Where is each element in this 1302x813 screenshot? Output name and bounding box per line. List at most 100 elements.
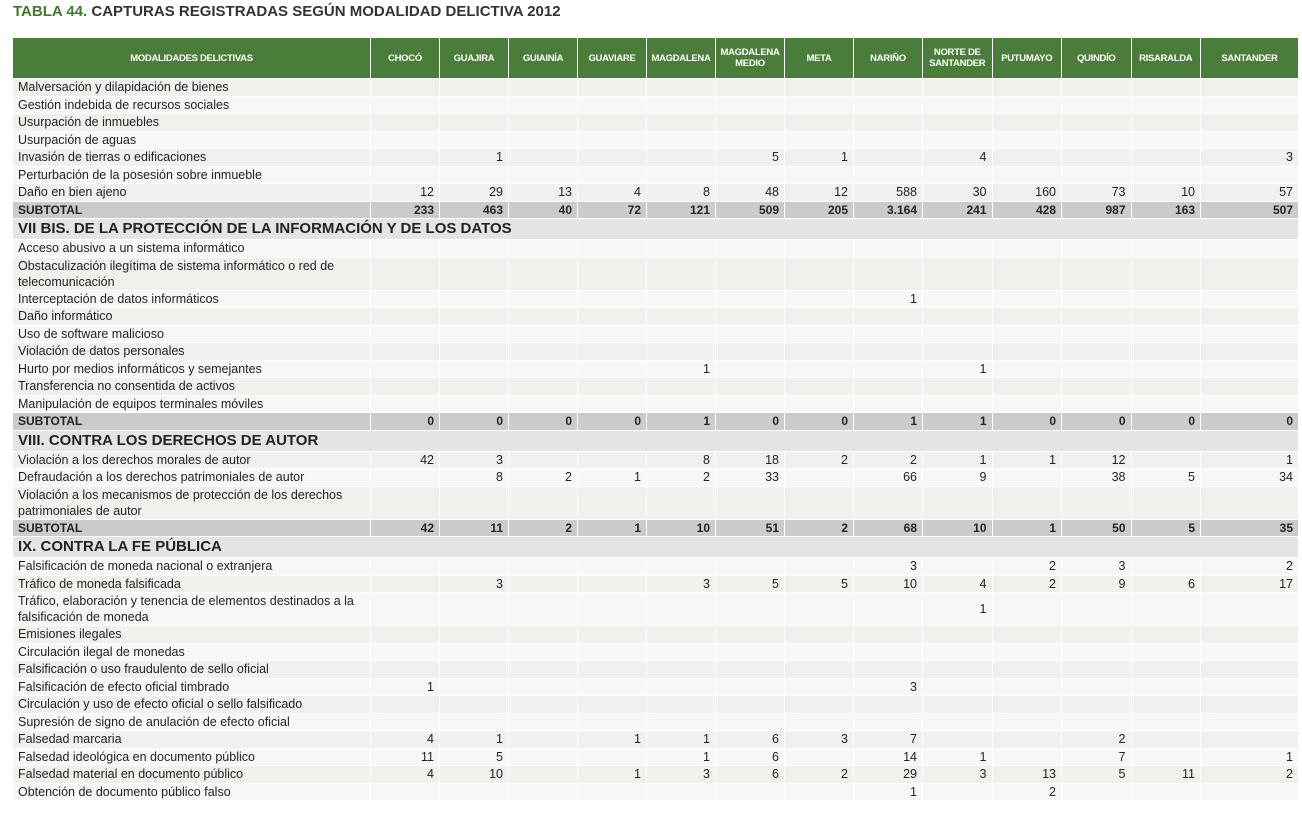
empty-cell <box>1061 342 1132 361</box>
empty-cell <box>922 642 993 661</box>
empty-cell <box>439 165 509 184</box>
empty-cell <box>508 782 578 801</box>
empty-cell <box>1130 113 1201 132</box>
empty-cell <box>1200 239 1299 258</box>
empty-cell <box>577 239 647 258</box>
empty-cell <box>1200 782 1299 801</box>
title: TABLA 44. CAPTURAS REGISTRADAS SEGÚN MOD… <box>13 3 561 20</box>
empty-cell <box>370 695 440 714</box>
empty-cell <box>922 394 993 413</box>
empty-cell <box>439 712 509 731</box>
empty-cell <box>508 78 578 97</box>
value-cell: 1 <box>1200 747 1299 766</box>
empty-cell <box>991 148 1062 167</box>
empty-cell <box>853 394 923 413</box>
value-cell: 1 <box>646 412 716 431</box>
empty-cell <box>577 130 647 149</box>
empty-cell <box>1061 113 1132 132</box>
value-cell: 1 <box>370 677 440 696</box>
value-cell: 0 <box>715 412 785 431</box>
empty-cell <box>508 324 578 343</box>
column-header: NARIÑO <box>853 37 923 79</box>
value-cell: 241 <box>922 200 993 219</box>
subtotal-row: SUBTOTAL 0 0 0 0 1 0 0 1 1 0 0 0 0 <box>12 412 1299 431</box>
data-row: Hurto por medios informáticos y semejant… <box>12 359 1299 378</box>
empty-cell <box>1130 256 1201 291</box>
value-cell: 3 <box>439 574 509 593</box>
row-label: Falsedad marcaria <box>12 730 371 749</box>
value-cell: 48 <box>715 183 785 202</box>
empty-cell <box>715 782 785 801</box>
empty-cell <box>922 95 993 114</box>
empty-cell <box>439 113 509 132</box>
empty-cell <box>715 557 785 576</box>
value-cell: 1 <box>1200 450 1299 469</box>
empty-cell <box>577 78 647 97</box>
empty-cell <box>715 377 785 396</box>
empty-cell <box>370 592 440 626</box>
value-cell: 205 <box>784 200 854 219</box>
empty-cell <box>784 239 854 258</box>
empty-cell <box>1061 592 1132 626</box>
value-cell: 0 <box>577 412 647 431</box>
empty-cell <box>1200 642 1299 661</box>
empty-cell <box>646 625 716 644</box>
empty-cell <box>1061 130 1132 149</box>
empty-cell <box>1200 342 1299 361</box>
empty-cell <box>715 660 785 679</box>
empty-cell <box>646 677 716 696</box>
value-cell: 9 <box>922 468 993 487</box>
empty-cell <box>853 165 923 184</box>
data-row: Violación a los derechos morales de auto… <box>12 450 1299 469</box>
empty-cell <box>370 574 440 593</box>
empty-cell <box>508 712 578 731</box>
value-cell: 3 <box>1200 148 1299 167</box>
empty-cell <box>1200 625 1299 644</box>
empty-cell <box>922 307 993 326</box>
empty-cell <box>577 113 647 132</box>
empty-cell <box>370 148 440 167</box>
empty-cell <box>439 485 509 520</box>
value-cell: 10 <box>646 518 716 537</box>
row-label: Supresión de signo de anulación de efect… <box>12 712 371 731</box>
empty-cell <box>370 256 440 291</box>
empty-cell <box>1200 324 1299 343</box>
empty-cell <box>922 130 993 149</box>
data-row: Uso de software malicioso <box>12 324 1299 343</box>
empty-cell <box>991 78 1062 97</box>
empty-cell <box>508 359 578 378</box>
empty-cell <box>370 324 440 343</box>
empty-cell <box>922 78 993 97</box>
empty-cell <box>577 394 647 413</box>
empty-cell <box>1200 113 1299 132</box>
empty-cell <box>991 747 1062 766</box>
value-cell: 11 <box>439 518 509 537</box>
empty-cell <box>370 165 440 184</box>
empty-cell <box>784 165 854 184</box>
empty-cell <box>646 695 716 714</box>
empty-cell <box>508 574 578 593</box>
empty-cell <box>784 130 854 149</box>
empty-cell <box>646 712 716 731</box>
value-cell: 1 <box>646 747 716 766</box>
value-cell: 4 <box>370 765 440 784</box>
data-row: Violación de datos personales <box>12 342 1299 361</box>
empty-cell <box>577 695 647 714</box>
empty-cell <box>784 557 854 576</box>
value-cell: 4 <box>577 183 647 202</box>
empty-cell <box>715 239 785 258</box>
data-row: Daño informático <box>12 307 1299 326</box>
empty-cell <box>370 485 440 520</box>
column-header: GUIAINÍA <box>508 37 578 79</box>
empty-cell <box>1130 130 1201 149</box>
value-cell: 3 <box>853 677 923 696</box>
empty-cell <box>715 342 785 361</box>
value-cell: 73 <box>1061 183 1132 202</box>
empty-cell <box>577 660 647 679</box>
empty-cell <box>922 730 993 749</box>
empty-cell <box>715 130 785 149</box>
empty-cell <box>784 324 854 343</box>
data-row: Perturbación de la posesión sobre inmueb… <box>12 165 1299 184</box>
empty-cell <box>784 113 854 132</box>
